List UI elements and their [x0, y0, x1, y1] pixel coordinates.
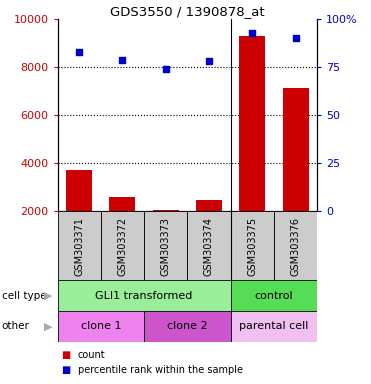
Text: GSM303376: GSM303376: [290, 217, 301, 276]
Bar: [187, 211, 231, 280]
Text: cell type: cell type: [2, 291, 46, 301]
Bar: [144, 311, 231, 342]
Bar: [144, 211, 187, 280]
Text: clone 1: clone 1: [81, 321, 121, 331]
Bar: [101, 211, 144, 280]
Text: GSM303373: GSM303373: [161, 217, 171, 276]
Text: GSM303371: GSM303371: [74, 217, 84, 276]
Text: ■: ■: [61, 350, 70, 360]
Point: [76, 49, 82, 55]
Point: [119, 56, 125, 63]
Bar: [274, 211, 317, 280]
Text: other: other: [2, 321, 30, 331]
Text: parental cell: parental cell: [239, 321, 309, 331]
Bar: [283, 88, 309, 211]
Text: ▶: ▶: [44, 291, 52, 301]
Text: ■: ■: [61, 366, 70, 376]
Bar: [58, 280, 231, 311]
Bar: [58, 311, 144, 342]
Text: clone 2: clone 2: [167, 321, 208, 331]
Text: count: count: [78, 350, 105, 360]
Bar: [196, 200, 222, 211]
Text: GLI1 transformed: GLI1 transformed: [95, 291, 193, 301]
Bar: [231, 311, 317, 342]
Point: [163, 66, 169, 72]
Text: control: control: [255, 291, 293, 301]
Bar: [231, 211, 274, 280]
Point: [293, 35, 299, 41]
Text: GSM303372: GSM303372: [118, 217, 127, 276]
Bar: [66, 170, 92, 211]
Bar: [231, 280, 317, 311]
Title: GDS3550 / 1390878_at: GDS3550 / 1390878_at: [110, 5, 265, 18]
Text: percentile rank within the sample: percentile rank within the sample: [78, 366, 243, 376]
Bar: [153, 210, 179, 211]
Text: GSM303374: GSM303374: [204, 217, 214, 276]
Text: GSM303375: GSM303375: [247, 217, 257, 276]
Bar: [109, 197, 135, 211]
Bar: [239, 36, 265, 211]
Point: [206, 58, 212, 65]
Text: ▶: ▶: [44, 321, 52, 331]
Point: [249, 30, 255, 36]
Bar: [58, 211, 101, 280]
